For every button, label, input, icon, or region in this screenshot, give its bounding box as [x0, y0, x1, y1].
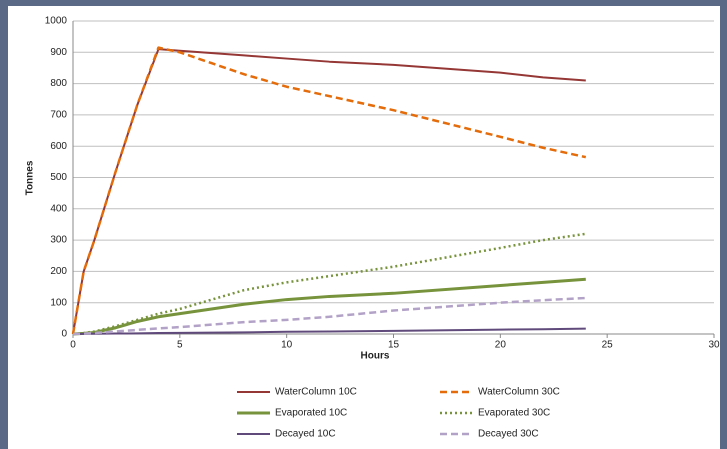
- x-tick-label: 15: [388, 340, 400, 351]
- y-tick-label: 500: [50, 172, 67, 183]
- x-axis-label: Hours: [361, 351, 390, 362]
- legend-label: Evaporated 10C: [275, 408, 347, 419]
- x-tick-label: 0: [70, 340, 76, 351]
- legend-label: Decayed 30C: [478, 429, 539, 440]
- x-tick-label: 30: [708, 340, 720, 351]
- chart-area: [8, 6, 720, 449]
- legend-label: Decayed 10C: [275, 429, 336, 440]
- page: {"chart_data": {"type": "line", "x_label…: [0, 0, 727, 449]
- legend-label: Evaporated 30C: [478, 408, 550, 419]
- y-tick-label: 700: [50, 110, 67, 121]
- y-axis-label: Tonnes: [25, 160, 36, 195]
- y-tick-label: 300: [50, 235, 67, 246]
- y-tick-label: 0: [61, 329, 67, 340]
- legend-label: WaterColumn 30C: [478, 387, 560, 398]
- y-tick-label: 1000: [45, 16, 68, 27]
- legend-label: WaterColumn 10C: [275, 387, 357, 398]
- y-tick-label: 100: [50, 297, 67, 308]
- y-tick-label: 800: [50, 78, 67, 89]
- y-tick-label: 600: [50, 141, 67, 152]
- x-tick-label: 20: [495, 340, 507, 351]
- x-tick-label: 10: [281, 340, 293, 351]
- chart: Hours Tonnes 010020030040050060070080090…: [0, 0, 727, 449]
- y-tick-label: 400: [50, 203, 67, 214]
- y-tick-label: 900: [50, 47, 67, 58]
- x-tick-label: 25: [602, 340, 614, 351]
- x-tick-label: 5: [177, 340, 183, 351]
- y-tick-label: 200: [50, 266, 67, 277]
